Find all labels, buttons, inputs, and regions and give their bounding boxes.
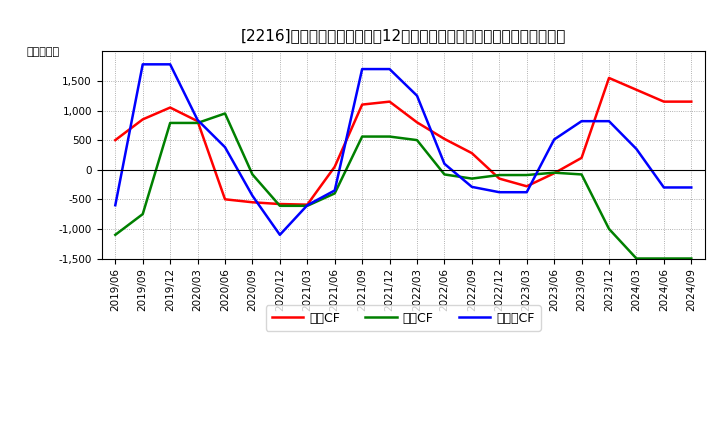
- 投資CF: [467, 176, 476, 181]
- Y-axis label: （百万円）: （百万円）: [26, 47, 59, 57]
- 投資CF: [577, 172, 586, 177]
- 営業CF: [660, 99, 668, 104]
- 投資CF: [303, 203, 312, 209]
- フリーCF: [660, 185, 668, 190]
- Title: [2216]　キャッシュフローの12か月移動合計の対前年同期増減額の推移: [2216] キャッシュフローの12か月移動合計の対前年同期増減額の推移: [240, 28, 566, 43]
- 営業CF: [495, 176, 503, 181]
- 投資CF: [111, 232, 120, 238]
- 投資CF: [358, 134, 366, 139]
- 投資CF: [440, 172, 449, 177]
- フリーCF: [138, 62, 147, 67]
- Line: フリーCF: フリーCF: [115, 64, 691, 235]
- フリーCF: [248, 193, 257, 198]
- 営業CF: [303, 202, 312, 207]
- フリーCF: [303, 202, 312, 208]
- Line: 営業CF: 営業CF: [115, 78, 691, 205]
- フリーCF: [358, 66, 366, 72]
- フリーCF: [166, 62, 174, 67]
- フリーCF: [687, 185, 696, 190]
- 投資CF: [385, 134, 394, 139]
- フリーCF: [577, 118, 586, 124]
- フリーCF: [632, 147, 641, 152]
- フリーCF: [193, 117, 202, 123]
- 営業CF: [550, 171, 559, 176]
- 投資CF: [221, 111, 230, 116]
- 営業CF: [193, 118, 202, 124]
- 投資CF: [166, 120, 174, 125]
- 営業CF: [413, 120, 421, 125]
- フリーCF: [523, 190, 531, 195]
- 投資CF: [138, 212, 147, 217]
- 営業CF: [467, 150, 476, 156]
- 投資CF: [495, 172, 503, 178]
- 投資CF: [550, 170, 559, 175]
- 営業CF: [330, 164, 339, 169]
- 投資CF: [687, 256, 696, 261]
- フリーCF: [605, 118, 613, 124]
- Legend: 営業CF, 投資CF, フリーCF: 営業CF, 投資CF, フリーCF: [266, 305, 541, 331]
- 投資CF: [193, 120, 202, 125]
- 投資CF: [248, 172, 257, 177]
- フリーCF: [550, 137, 559, 142]
- 投資CF: [605, 226, 613, 231]
- フリーCF: [495, 190, 503, 195]
- 営業CF: [523, 183, 531, 189]
- 営業CF: [166, 105, 174, 110]
- 投資CF: [276, 203, 284, 209]
- 営業CF: [440, 136, 449, 142]
- 営業CF: [632, 87, 641, 92]
- 営業CF: [687, 99, 696, 104]
- 営業CF: [221, 197, 230, 202]
- フリーCF: [413, 93, 421, 99]
- 投資CF: [632, 256, 641, 261]
- 投資CF: [660, 256, 668, 261]
- 営業CF: [577, 155, 586, 161]
- 営業CF: [138, 117, 147, 122]
- フリーCF: [440, 161, 449, 166]
- 営業CF: [276, 202, 284, 207]
- フリーCF: [330, 188, 339, 193]
- フリーCF: [276, 232, 284, 238]
- 投資CF: [330, 191, 339, 196]
- 営業CF: [248, 200, 257, 205]
- 営業CF: [385, 99, 394, 104]
- 営業CF: [111, 137, 120, 143]
- フリーCF: [221, 145, 230, 150]
- フリーCF: [111, 202, 120, 208]
- 投資CF: [523, 172, 531, 178]
- 営業CF: [605, 75, 613, 81]
- Line: 投資CF: 投資CF: [115, 114, 691, 259]
- 投資CF: [413, 137, 421, 143]
- フリーCF: [385, 66, 394, 72]
- 営業CF: [358, 102, 366, 107]
- フリーCF: [467, 184, 476, 190]
